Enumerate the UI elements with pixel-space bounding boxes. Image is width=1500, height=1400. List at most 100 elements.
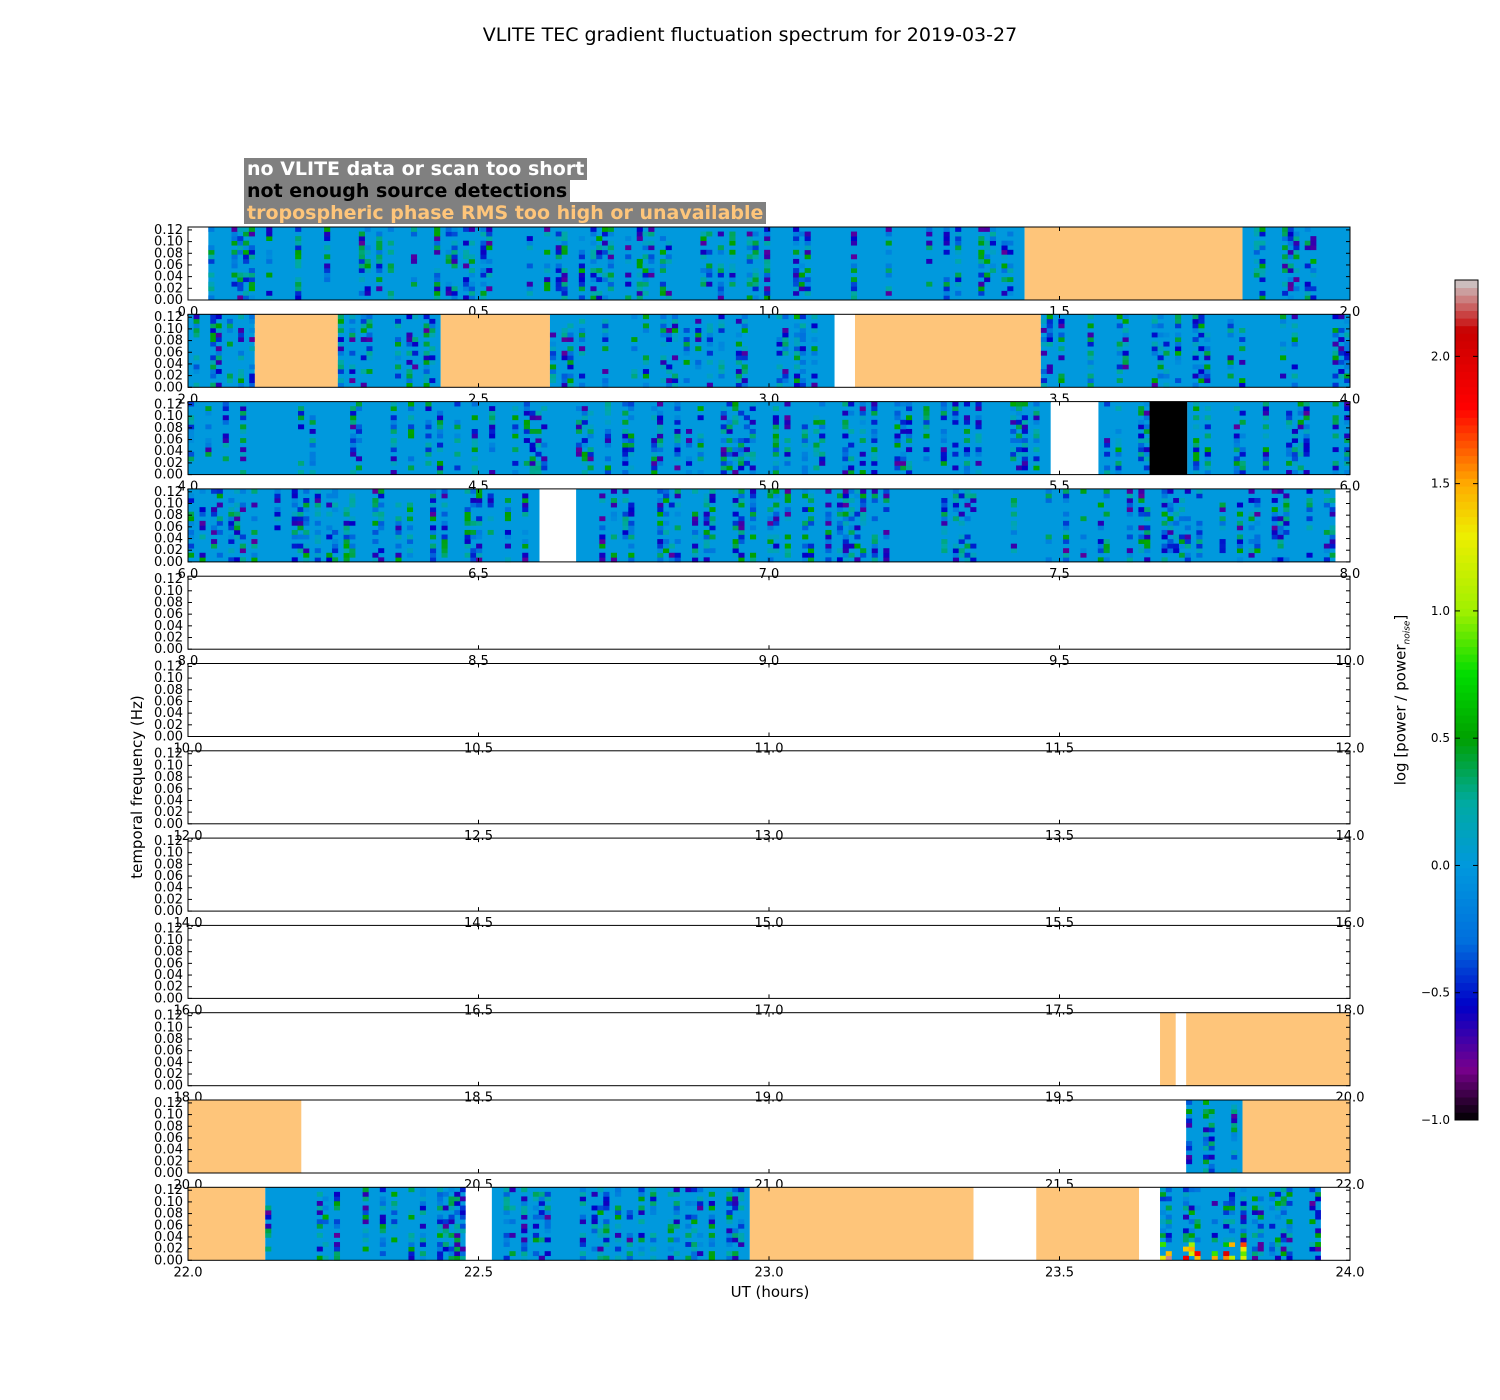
spectrum-cell	[749, 428, 756, 434]
spectrum-cell	[764, 268, 771, 273]
spectrum-cell	[251, 557, 258, 563]
spectrum-cell	[709, 488, 716, 494]
spectrum-cell	[741, 364, 748, 370]
spectrum-cell	[451, 254, 458, 260]
spectrum-cell	[1138, 539, 1145, 544]
spectrum-cell	[532, 1237, 540, 1243]
spectrum-cell	[1228, 1228, 1236, 1234]
spectrum-cell	[333, 1196, 341, 1202]
spectrum-cell	[603, 1200, 610, 1206]
spectrum-cell	[602, 382, 609, 388]
spectrum-cell	[231, 249, 238, 255]
spectrum-cell	[772, 406, 779, 412]
spectrum-cell	[674, 488, 681, 494]
spectrum-cell	[871, 488, 878, 494]
spectrum-cell	[1010, 548, 1017, 554]
spectrum-cell	[784, 552, 791, 558]
spectrum-cell	[848, 525, 855, 531]
spectrum-cell	[746, 254, 753, 260]
colorbar-band	[1455, 356, 1478, 365]
x-tick-label: 10.5	[464, 742, 493, 757]
spectrum-cell	[243, 231, 250, 237]
spectrum-cell	[1286, 451, 1293, 457]
y-tick-label: 0.12	[154, 310, 183, 325]
spectrum-cell	[695, 332, 702, 338]
spectrum-cell	[454, 451, 461, 457]
spectrum-cell	[1344, 415, 1351, 421]
spectrum-cell	[1274, 1246, 1282, 1252]
spectrum-cell	[512, 428, 519, 434]
spectrum-cell	[691, 1228, 698, 1234]
spectrum-cell	[726, 424, 733, 430]
spectrum-cell	[970, 557, 977, 563]
spectrum-cell	[512, 447, 519, 453]
spectrum-cell	[738, 451, 745, 457]
spectrum-cell	[1196, 534, 1203, 540]
x-tick-label: 10.0	[1336, 654, 1365, 669]
spectrum-cell	[1309, 1200, 1316, 1206]
spectrum-cell	[1103, 488, 1110, 494]
spectrum-cell	[767, 520, 774, 526]
spectrum-cell	[1021, 424, 1028, 430]
spectrum-cell	[798, 277, 805, 283]
spectrum-cell	[764, 231, 771, 237]
spectrum-cell	[1204, 346, 1211, 352]
spectrum-cell	[211, 511, 218, 517]
spectrum-cell	[636, 272, 643, 278]
spectrum-cell	[1228, 1210, 1236, 1215]
spectrum-cell	[1138, 511, 1145, 517]
spectrum-cell	[970, 507, 977, 513]
spectrum-cell	[773, 543, 780, 549]
spectrum-cell	[1231, 1131, 1238, 1137]
data-segment	[1242, 227, 1350, 301]
spectrum-cell	[274, 488, 281, 494]
spectrum-cell	[549, 373, 557, 379]
spectrum-cell	[975, 401, 982, 407]
spectrum-cell	[848, 498, 855, 503]
spectrum-cell	[249, 346, 256, 352]
spectrum-cell	[464, 539, 471, 544]
spectrum-cell	[842, 456, 849, 462]
spectrum-cell	[332, 539, 339, 544]
spectrum-cell	[503, 1191, 510, 1197]
spectrum-cell	[1103, 557, 1110, 563]
spectrum-cell	[291, 557, 298, 563]
spectrum-cell	[430, 507, 437, 513]
spectrum-cell	[362, 1205, 369, 1211]
spectrum-cell	[673, 1214, 680, 1220]
spectrum-cell	[297, 511, 304, 517]
spectrum-cell	[425, 433, 432, 439]
y-tick-label: 0.02	[154, 1242, 183, 1257]
spectrum-cell	[366, 323, 373, 329]
spectrum-cell	[222, 442, 229, 448]
spectrum-cell	[468, 240, 475, 246]
spectrum-cell	[1280, 1187, 1287, 1193]
spectrum-cell	[437, 1223, 444, 1229]
spectrum-cell	[480, 290, 487, 296]
spectrum-cell	[607, 277, 614, 283]
spectrum-cell	[1183, 1187, 1190, 1193]
spectrum-cell	[454, 424, 461, 430]
spectrum-cell	[1304, 240, 1311, 246]
spectrum-cell	[480, 258, 487, 264]
spectrum-cell	[314, 534, 321, 540]
spectrum-cell	[819, 456, 826, 462]
spectrum-cell	[425, 419, 432, 425]
spectrum-cell	[364, 245, 371, 251]
spectrum-cell	[697, 406, 704, 412]
spectrum-cell	[1223, 1251, 1230, 1257]
panel-1: 0.000.020.040.060.080.100.122.0 2.5 3.0 3.5…	[154, 310, 1360, 407]
spectrum-cell	[859, 410, 866, 416]
spectrum-cell	[436, 433, 444, 439]
spectrum-cell	[906, 401, 913, 407]
spectrum-cell	[842, 534, 849, 540]
spectrum-cell	[423, 369, 430, 374]
spectrum-cell	[1309, 1242, 1316, 1247]
spectrum-cell	[1236, 548, 1244, 554]
spectrum-cell	[1262, 424, 1269, 430]
spectrum-cell	[1323, 498, 1330, 503]
spectrum-cell	[628, 442, 635, 448]
spectrum-cell	[1157, 373, 1164, 379]
spectrum-cell	[1240, 1187, 1247, 1193]
spectrum-cell	[567, 359, 574, 365]
